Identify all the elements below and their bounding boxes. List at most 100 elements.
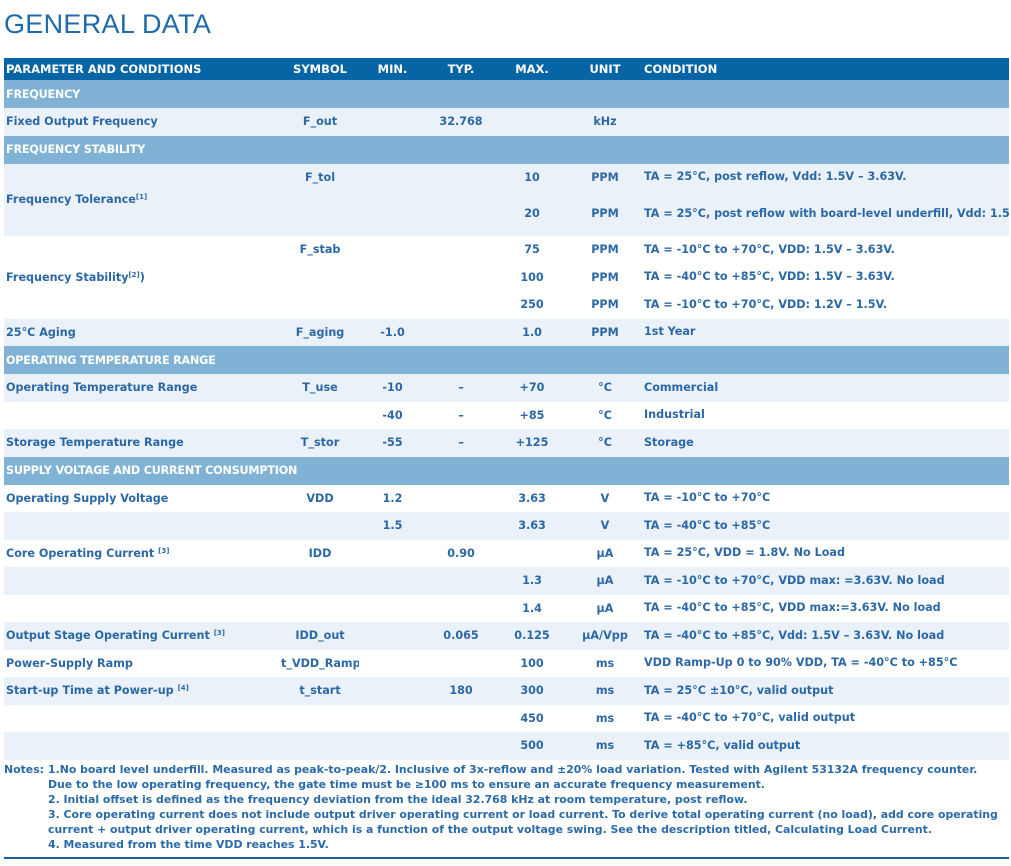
unit-cell: PPM xyxy=(566,163,642,191)
unit-cell: PPM xyxy=(566,318,642,346)
unit-cell: PPM xyxy=(591,243,619,257)
max-cell: 100 xyxy=(520,270,544,284)
header-condition: CONDITION xyxy=(642,58,1009,80)
symbol-cell xyxy=(279,595,359,623)
header-symbol: SYMBOL xyxy=(279,58,359,80)
unit-cell: ms xyxy=(566,732,642,760)
parameter-suffix: ) xyxy=(139,270,145,284)
parameter-cell xyxy=(4,567,279,595)
section-label: SUPPLY VOLTAGE AND CURRENT CONSUMPTION xyxy=(4,456,1009,485)
condition-cell: TA = +85°C, valid output xyxy=(642,732,1009,760)
condition-cell: TA = -40°C to +85°C, Vdd: 1.5V – 3.63V. … xyxy=(642,622,1009,650)
max-cell: 500 xyxy=(496,732,566,760)
table-row: -40 – +85 °C Industrial xyxy=(4,402,1009,430)
symbol-cell xyxy=(279,567,359,595)
typ-cell: 180 xyxy=(424,677,496,705)
parameter-cell: Storage Temperature Range xyxy=(4,429,279,457)
condition-cell: TA = -40°C to +85°C xyxy=(642,512,1009,540)
max-cell: 75 xyxy=(524,243,540,257)
min-cell xyxy=(359,705,424,733)
max-cell: 100 xyxy=(520,656,544,670)
max-cell: 20 xyxy=(496,191,566,236)
table-row: Operating Temperature Range T_use -10 – … xyxy=(4,374,1009,402)
unit-cell: °C xyxy=(566,429,642,457)
max-cell: 250 xyxy=(520,298,544,312)
unit-cell: kHz xyxy=(566,108,642,136)
note-3: 3. Core operating current does not inclu… xyxy=(48,808,998,836)
symbol-cell xyxy=(279,512,359,540)
condition-cell: VDD Ramp-Up 0 to 90% VDD, TA = -40°C to … xyxy=(644,656,958,670)
table-row: Core Operating Current [3] IDD 0.90 μA T… xyxy=(4,540,1009,568)
condition-cell: TA = -10°C to +70°C, VDD max: =3.63V. No… xyxy=(642,567,1009,595)
max-cell: 300 xyxy=(496,677,566,705)
section-operating-temperature: OPERATING TEMPERATURE RANGE xyxy=(4,346,1009,374)
parameter-cell: Operating Supply Voltage xyxy=(6,491,169,505)
note-4: 4. Measured from the time VDD reaches 1.… xyxy=(48,838,329,851)
condition-cell: TA = 25°C ±10°C, valid output xyxy=(642,677,1009,705)
typ-cell xyxy=(424,732,496,760)
typ-cell xyxy=(424,163,496,236)
min-cell: -1.0 xyxy=(359,318,424,346)
parameter-text: Output Stage Operating Current xyxy=(6,629,214,643)
typ-cell: – xyxy=(424,374,496,402)
condition-cell: TA = -10°C to +70°C, VDD: 1.2V – 1.5V. xyxy=(644,297,888,311)
unit-cell: ms xyxy=(595,711,615,725)
typ-cell: – xyxy=(458,408,464,422)
condition-cell xyxy=(642,108,1009,136)
unit-cell: μA/Vpp xyxy=(566,622,642,650)
max-cell: 1.0 xyxy=(496,318,566,346)
footnote-ref: [1] xyxy=(135,193,148,202)
min-cell xyxy=(359,650,424,678)
max-cell xyxy=(496,540,566,568)
min-cell xyxy=(359,677,424,705)
section-frequency-stability: FREQUENCY STABILITY xyxy=(4,135,1009,164)
min-cell xyxy=(359,622,424,650)
symbol-cell xyxy=(279,705,359,733)
symbol-cell: IDD_out xyxy=(279,622,359,650)
footnote-ref: [2] xyxy=(128,270,140,279)
typ-cell xyxy=(424,567,496,595)
table-row: Storage Temperature Range T_stor -55 – +… xyxy=(4,429,1009,457)
symbol-cell xyxy=(279,402,359,430)
condition-cell: Industrial xyxy=(644,408,705,422)
condition-cell: Commercial xyxy=(642,374,1009,402)
parameter-cell xyxy=(4,595,279,623)
notes-label: Notes: xyxy=(4,763,45,776)
typ-cell: 0.90 xyxy=(447,546,475,560)
table-row: 20 PPM TA = 25°C, post reflow with board… xyxy=(4,191,1009,236)
max-cell: 450 xyxy=(520,711,544,725)
unit-cell: μA xyxy=(596,601,614,615)
max-cell: 10 xyxy=(496,163,566,191)
parameter-cell xyxy=(4,512,279,540)
unit-cell: V xyxy=(600,491,610,505)
min-cell: 1.2 xyxy=(382,491,403,505)
section-label: OPERATING TEMPERATURE RANGE xyxy=(4,346,1009,374)
min-cell xyxy=(359,567,424,595)
min-cell: 1.5 xyxy=(359,512,424,540)
typ-cell xyxy=(424,236,496,319)
condition-cell: TA = 25°C, post reflow with board-level … xyxy=(642,191,1009,236)
symbol-cell: IDD xyxy=(308,546,332,560)
table-row: Start-up Time at Power-up [4] t_start 18… xyxy=(4,677,1009,705)
header-unit: UNIT xyxy=(566,58,642,80)
section-frequency: FREQUENCY xyxy=(4,80,1009,108)
max-cell: +125 xyxy=(496,429,566,457)
note-1: 1.No board level underfill. Measured as … xyxy=(48,763,978,791)
unit-cell: °C xyxy=(566,374,642,402)
parameter-cell: Fixed Output Frequency xyxy=(4,108,279,136)
unit-cell: PPM xyxy=(591,270,619,284)
header-max: MAX. xyxy=(496,58,566,80)
typ-cell xyxy=(424,512,496,540)
unit-cell: PPM xyxy=(566,191,642,236)
parameter-cell xyxy=(4,402,279,430)
parameter-text: Start-up Time at Power-up xyxy=(6,684,178,698)
condition-cell: TA = -10°C to +70°C, VDD: 1.5V – 3.63V. xyxy=(644,242,895,256)
parameter-cell xyxy=(4,705,279,733)
typ-cell xyxy=(424,318,496,346)
condition-cell: TA = 25°C, VDD = 1.8V. No Load xyxy=(644,546,845,560)
parameter-text: Frequency Stability xyxy=(6,270,129,284)
min-cell: -10 xyxy=(359,374,424,402)
typ-cell: – xyxy=(424,429,496,457)
parameter-text: Core Operating Current xyxy=(6,546,159,560)
min-cell xyxy=(359,540,424,568)
